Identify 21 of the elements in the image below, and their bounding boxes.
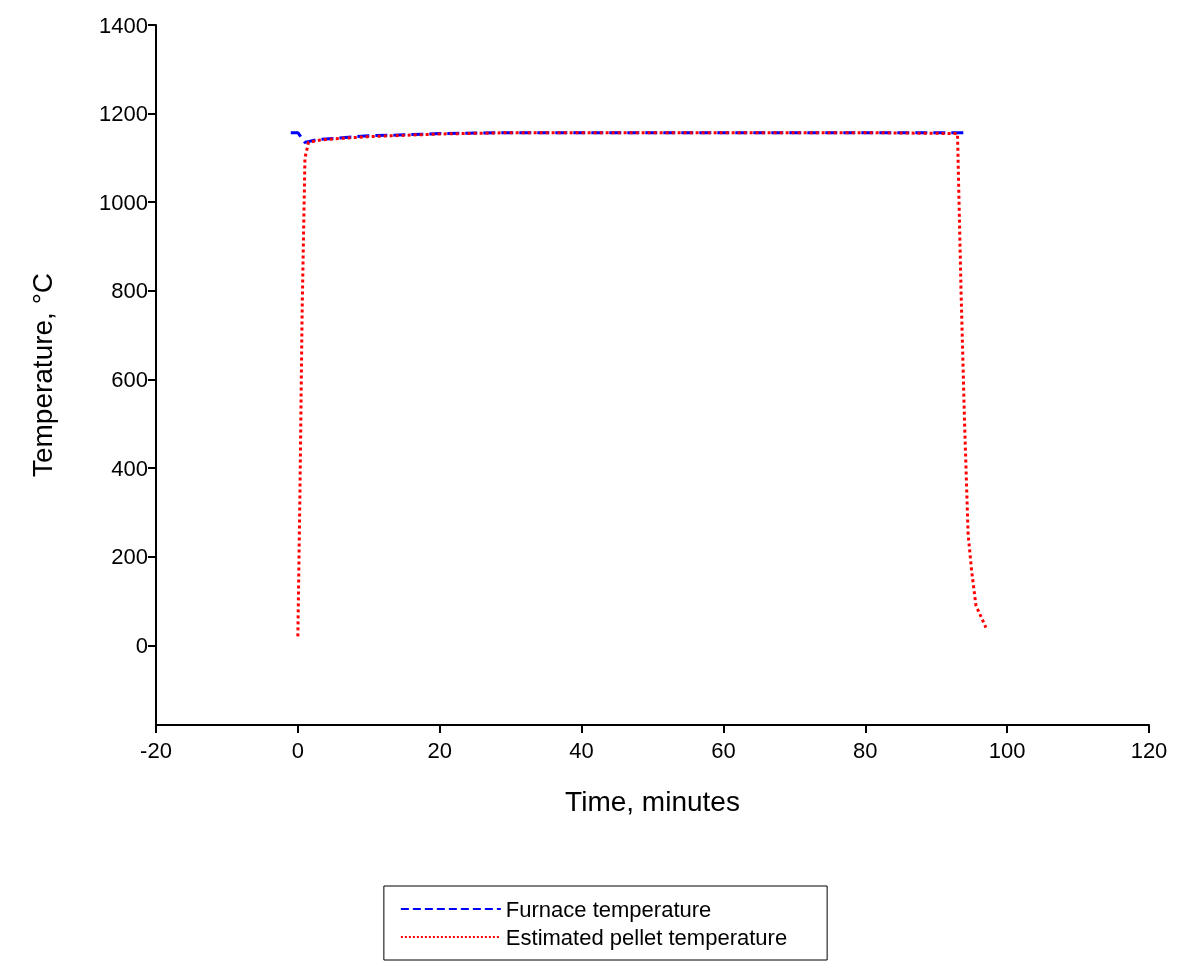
line-series xyxy=(296,131,988,638)
x-tick-label: 40 xyxy=(569,737,594,763)
y-tick-label: 400 xyxy=(111,455,148,481)
x-axis-title: Time, minutes xyxy=(565,785,740,817)
x-tick-label: 0 xyxy=(291,737,304,763)
y-axis-title: Temperature, °C xyxy=(26,272,58,478)
y-tick-label: 0 xyxy=(135,632,148,658)
y-tick-label: 600 xyxy=(111,366,148,392)
x-tick-label: 120 xyxy=(1130,737,1168,763)
x-tick-label: 60 xyxy=(711,737,736,763)
legend-label: Furnace temperature xyxy=(505,896,712,922)
y-tick-label: 200 xyxy=(111,544,148,570)
y-tick-label: 800 xyxy=(111,278,148,304)
y-tick-label: 1000 xyxy=(99,189,148,215)
x-tick-label: -20 xyxy=(140,737,172,763)
y-tick-label: 1200 xyxy=(99,101,148,127)
x-tick-label: 20 xyxy=(427,737,452,763)
x-tick-label: 80 xyxy=(853,737,878,763)
y-tick-label: 1400 xyxy=(99,12,148,38)
x-tick-label: 100 xyxy=(988,737,1026,763)
legend-label: Estimated pellet temperature xyxy=(505,924,788,950)
